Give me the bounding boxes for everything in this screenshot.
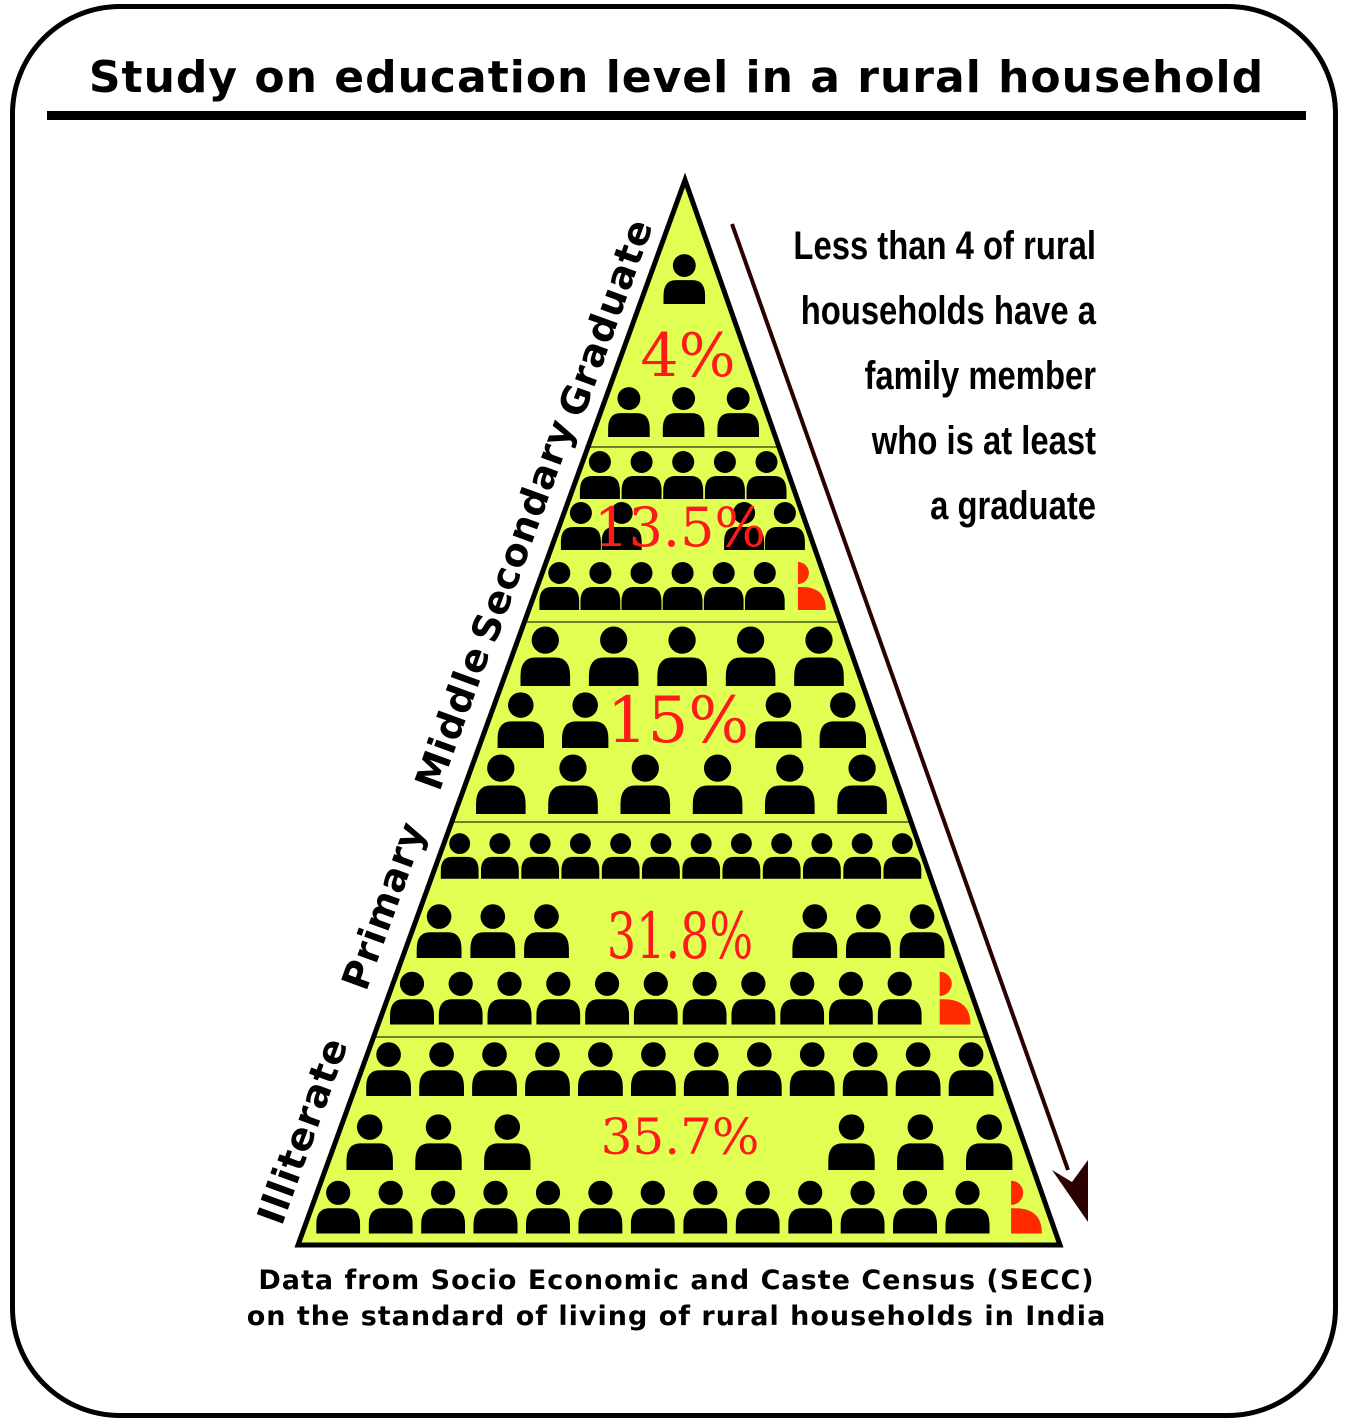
callout-line: family member: [864, 354, 1096, 398]
percent-label: 35.7%: [601, 1108, 760, 1166]
pyramid-body: [294, 172, 1064, 1248]
source-footnote: Data from Socio Economic and Caste Censu…: [0, 1263, 1353, 1335]
percent-label: 31.8%: [607, 899, 753, 974]
percent-label: 13.5%: [594, 496, 766, 559]
callout-line: Less than 4 of rural: [793, 224, 1096, 268]
callout-line: households have a: [800, 289, 1096, 333]
level-dividers: [373, 446, 987, 1038]
percent-labels: 4% 13.5% 15% 31.8% 35.7%: [594, 321, 766, 1166]
footnote-line: Data from Socio Economic and Caste Censu…: [258, 1265, 1095, 1296]
callout-line: a graduate: [930, 484, 1096, 528]
title-underline: [47, 111, 1306, 120]
percent-label: 4%: [640, 321, 735, 391]
footnote-line: on the standard of living of rural house…: [246, 1301, 1107, 1332]
arrow-down-icon: [730, 223, 1088, 1222]
percent-label: 15%: [607, 684, 749, 758]
callout-text: Less than 4 of rural households have a f…: [771, 214, 1096, 539]
callout-line: who is at least: [871, 419, 1096, 463]
page-title: Study on education level in a rural hous…: [88, 52, 1265, 103]
